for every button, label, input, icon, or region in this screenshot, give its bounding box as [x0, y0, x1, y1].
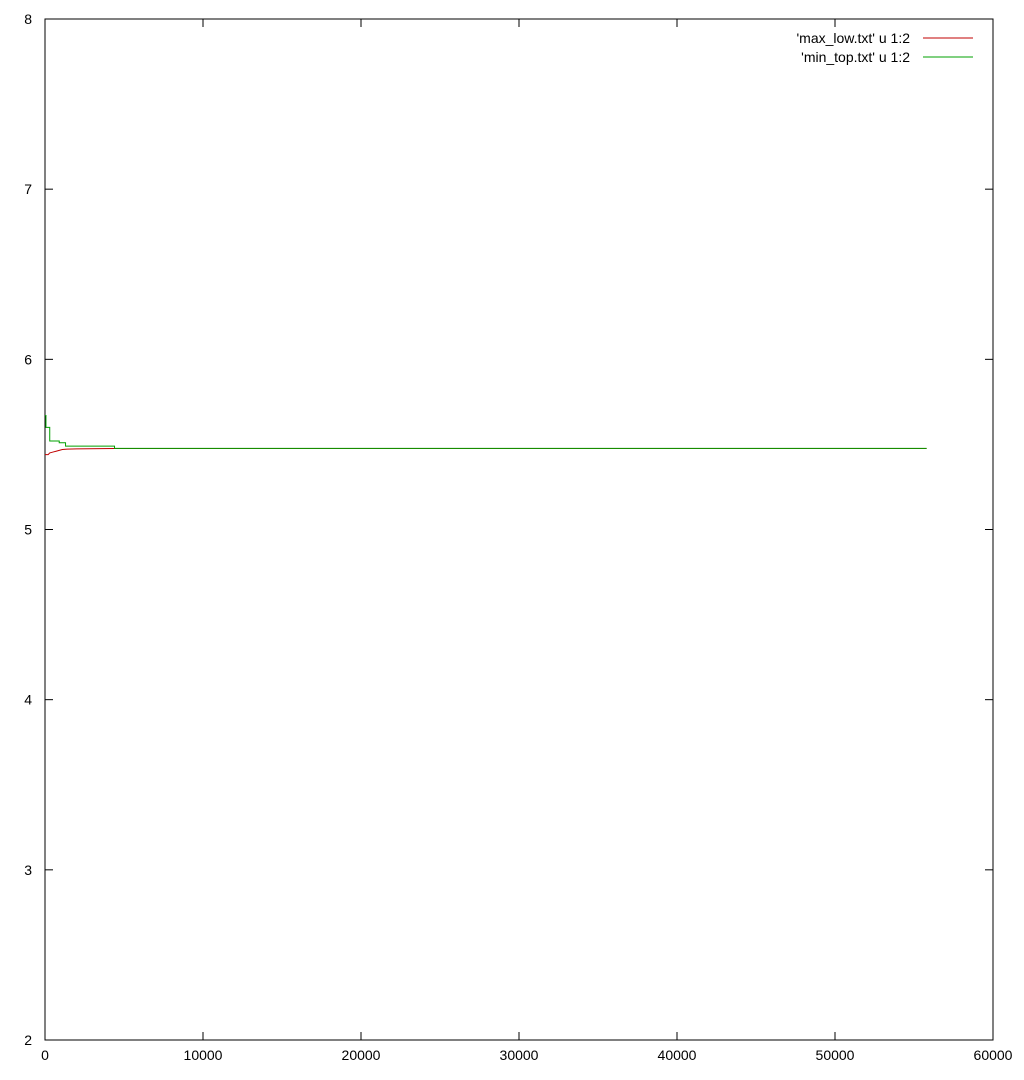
- y-tick-label: 8: [24, 11, 32, 27]
- x-axis-ticks: 0 10000 20000 30000 40000 50000 60000: [41, 19, 1013, 1063]
- y-tick-label: 5: [24, 522, 32, 538]
- x-tick-label: 60000: [974, 1047, 1013, 1063]
- legend-label-1: 'min_top.txt' u 1:2: [801, 49, 910, 65]
- x-tick-label: 50000: [816, 1047, 855, 1063]
- y-tick-label: 2: [24, 1032, 32, 1048]
- series-lines: [45, 414, 927, 456]
- y-tick-label: 4: [24, 692, 32, 708]
- x-tick-label: 20000: [342, 1047, 381, 1063]
- y-tick-label: 6: [24, 351, 32, 367]
- x-tick-label: 40000: [658, 1047, 697, 1063]
- series-line-0: [45, 448, 927, 456]
- series-line-1: [45, 414, 927, 449]
- y-tick-label: 7: [24, 181, 32, 197]
- x-tick-label: 0: [41, 1047, 49, 1063]
- legend: 'max_low.txt' u 1:2 'min_top.txt' u 1:2: [796, 30, 973, 65]
- y-tick-label: 3: [24, 862, 32, 878]
- y-axis-ticks: 2 3 4 5 6 7 8: [24, 11, 993, 1048]
- legend-label-0: 'max_low.txt' u 1:2: [796, 30, 910, 46]
- x-tick-label: 30000: [500, 1047, 539, 1063]
- x-tick-label: 10000: [184, 1047, 223, 1063]
- plot-frame: [44, 18, 994, 1041]
